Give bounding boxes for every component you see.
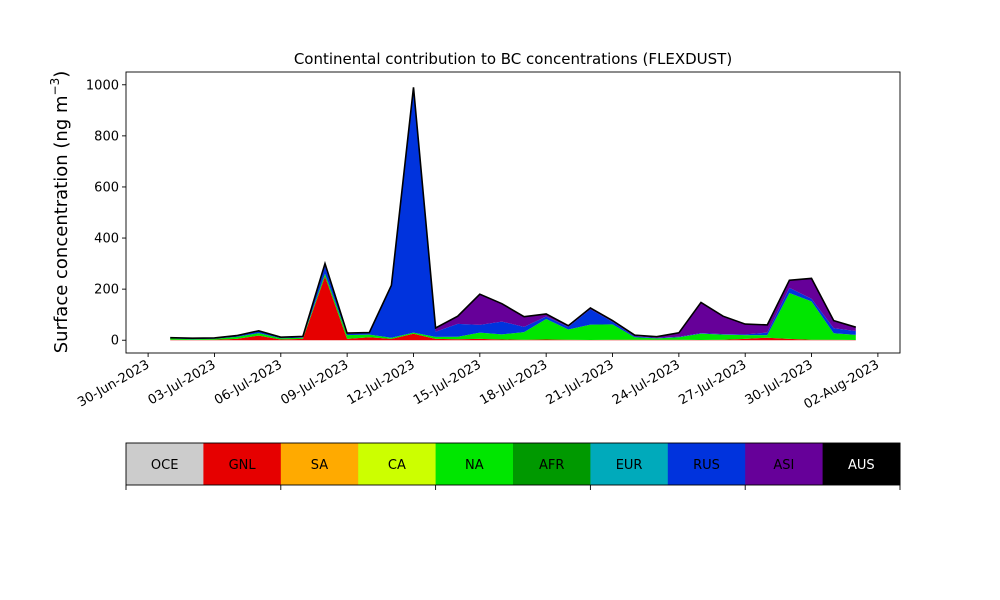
y-tick-label: 800 (94, 129, 119, 144)
colorbar-swatch-asi (745, 443, 824, 485)
colorbar-swatch-gnl (203, 443, 282, 485)
chart-title: Continental contribution to BC concentra… (294, 50, 732, 68)
x-tick-label: 06-Jul-2023 (212, 357, 285, 408)
y-tick-label: 0 (111, 334, 119, 349)
y-axis: 0 200 400 600 800 1000 (86, 78, 126, 349)
y-axis-label-main: Surface concentration (ng m (51, 95, 72, 353)
plot-frame (125, 71, 901, 354)
colorbar-label-ca: CA (388, 458, 406, 473)
colorbar-label-aus: AUS (848, 458, 875, 473)
x-axis: 30-Jun-202303-Jul-202306-Jul-202309-Jul-… (75, 353, 882, 413)
colorbar-swatch-aus (822, 443, 901, 485)
x-tick-label: 12-Jul-2023 (345, 357, 418, 408)
colorbar-swatch-afr (513, 443, 591, 485)
x-tick-label: 27-Jul-2023 (676, 357, 749, 408)
x-tick-label: 02-Aug-2023 (802, 357, 882, 412)
total-concentration-line (170, 87, 857, 340)
colorbar-label-gnl: GNL (229, 458, 257, 473)
colorbar-swatch-ca (358, 443, 437, 485)
stacked-areas (170, 87, 856, 341)
area-na (170, 273, 856, 340)
y-axis-label: Surface concentration (ng m−3) (48, 71, 72, 354)
x-tick-label: 21-Jul-2023 (544, 357, 617, 408)
y-axis-label-close: ) (51, 71, 72, 78)
colorbar-swatch-sa (280, 443, 359, 485)
colorbar-label-afr: AFR (539, 458, 564, 473)
area-rus (170, 89, 856, 340)
colorbar-swatch-oce (126, 443, 204, 485)
x-tick-label: 24-Jul-2023 (610, 357, 683, 408)
colorbar-label-sa: SA (311, 458, 328, 473)
y-tick-label: 200 (94, 283, 119, 298)
colorbar-label-eur: EUR (616, 458, 643, 473)
x-tick-label: 09-Jul-2023 (278, 357, 351, 408)
y-tick-label: 1000 (86, 78, 119, 93)
colorbar-label-asi: ASI (773, 458, 794, 473)
y-tick-label: 600 (94, 180, 119, 195)
colorbar-swatch-na (435, 443, 514, 485)
area-asi (170, 87, 856, 339)
colorbar-label-rus: RUS (693, 458, 720, 473)
colorbar-swatch-eur (590, 443, 669, 485)
x-tick-label: 18-Jul-2023 (477, 357, 550, 408)
area-gnl (170, 276, 856, 341)
colorbar-frame (125, 442, 901, 486)
y-axis-label-superscript: −3 (48, 78, 62, 96)
y-tick-label: 400 (94, 232, 119, 247)
x-tick-label: 30-Jun-2023 (75, 357, 152, 410)
colorbar-label-na: NA (465, 458, 484, 473)
colorbar-label-oce: OCE (151, 458, 179, 473)
colorbar-swatch-rus (667, 443, 746, 485)
x-tick-label: 15-Jul-2023 (411, 357, 484, 408)
x-tick-label: 03-Jul-2023 (146, 357, 219, 408)
region-colorbar: OCE GNL SA CA NA AFR EUR RUS ASI AUS (125, 442, 901, 490)
